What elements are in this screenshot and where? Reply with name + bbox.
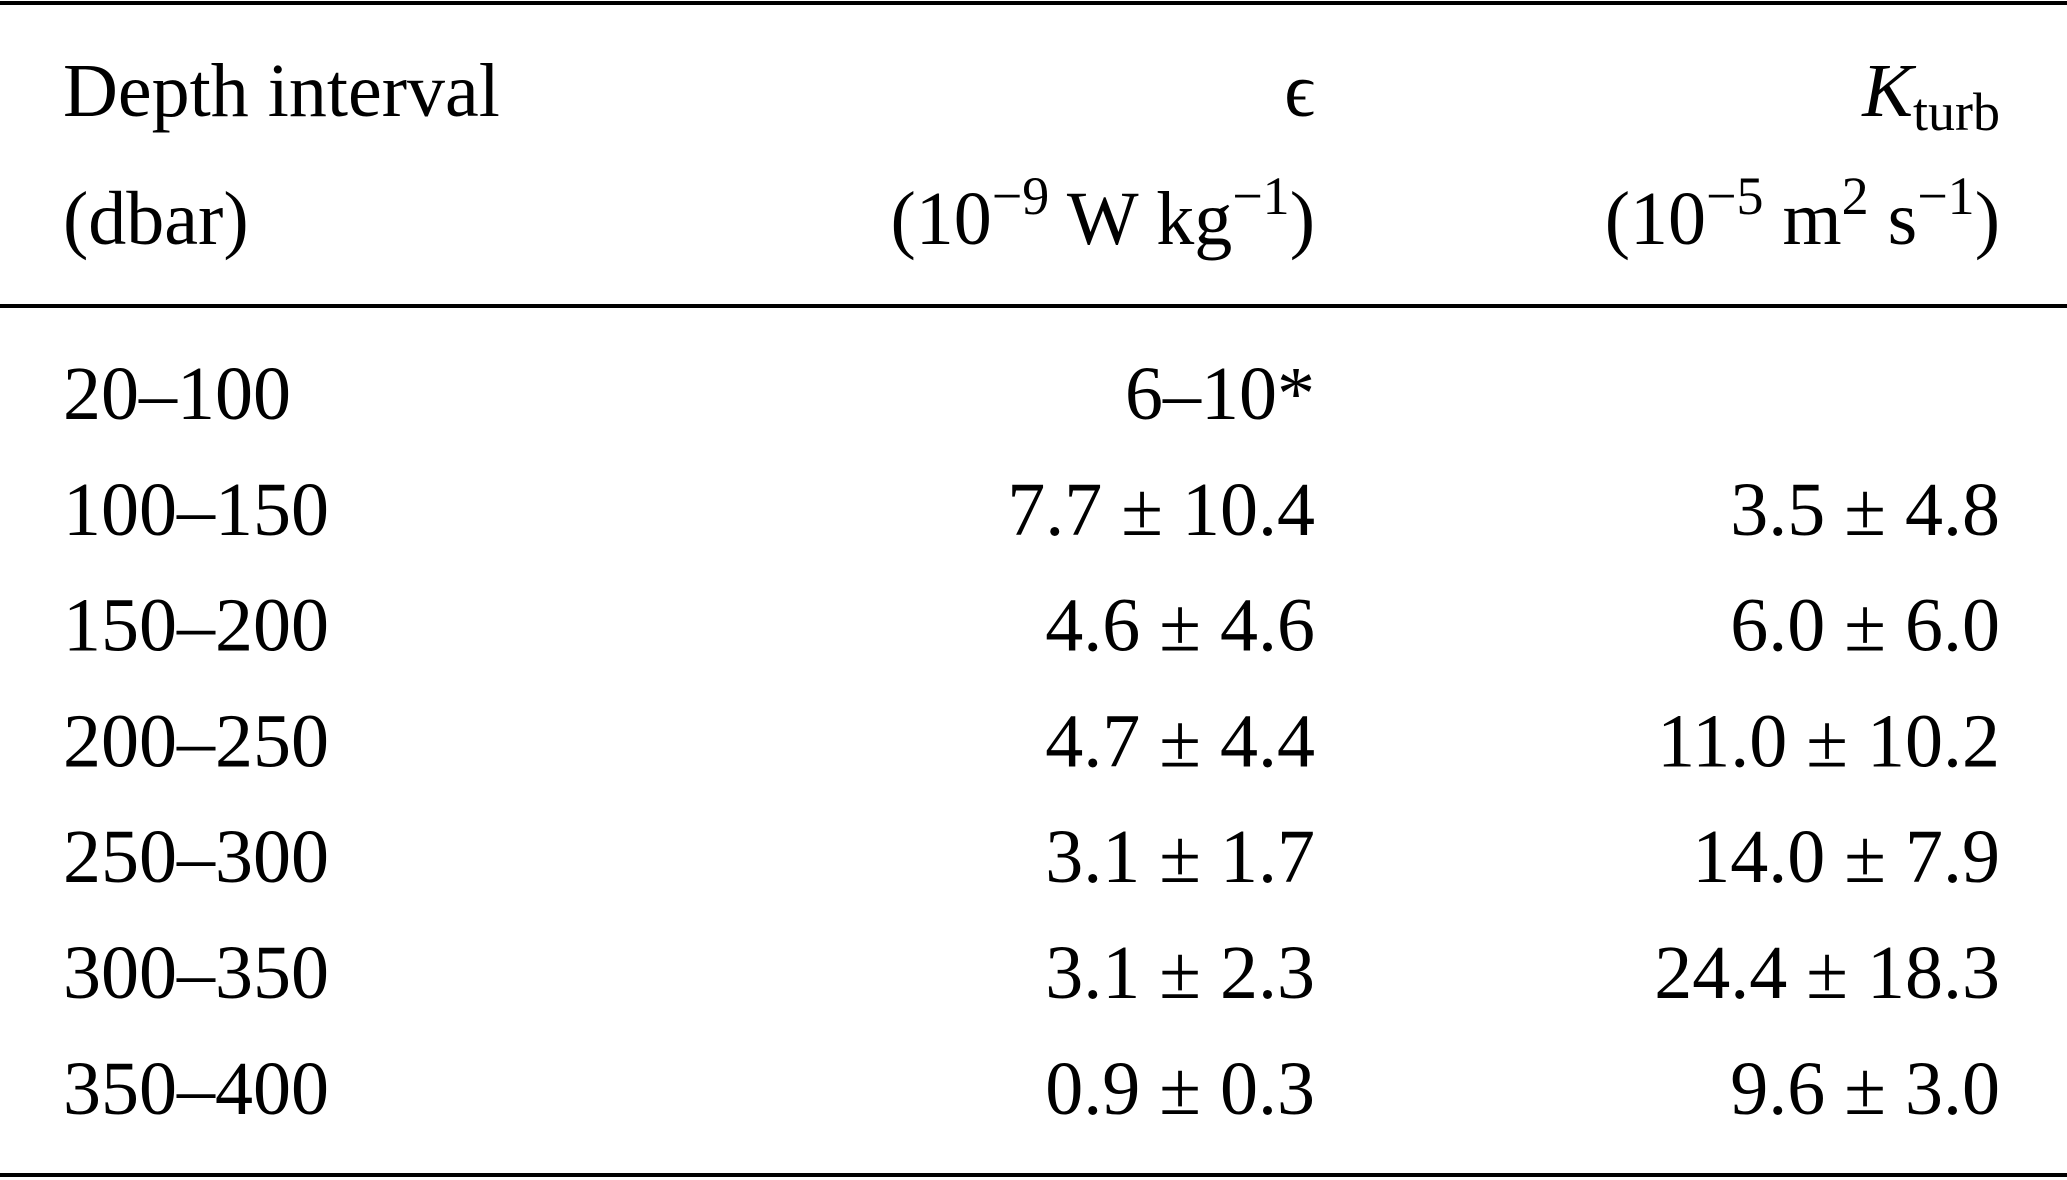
text-segment: −5 xyxy=(1706,166,1763,226)
text-segment: (10 xyxy=(1605,177,1706,261)
cell: 7.7 ± 10.4 xyxy=(1007,468,1315,552)
cell: 300–350 xyxy=(63,931,329,1015)
cell: 20–100 xyxy=(63,352,291,436)
text-segment: m xyxy=(1764,177,1842,261)
cell: 3.1 ± 2.3 xyxy=(1045,931,1315,1015)
text-segment: −1 xyxy=(1232,166,1289,226)
text-segment: 2 xyxy=(1842,166,1869,226)
column-label: ϵ xyxy=(1284,49,1315,133)
cell: 0.9 ± 0.3 xyxy=(1045,1047,1315,1131)
cell: 3.5 ± 4.8 xyxy=(1730,468,2000,552)
cell: 9.6 ± 3.0 xyxy=(1730,1047,2000,1131)
text-segment: Depth interval xyxy=(63,49,500,133)
text-segment: ) xyxy=(1290,177,1315,261)
cell: 250–300 xyxy=(63,815,329,899)
text-segment: (dbar) xyxy=(63,177,249,261)
column-unit: (10−5 m2 s−1) xyxy=(1605,166,2000,261)
text-segment: ϵ xyxy=(1284,49,1315,133)
cell: 100–150 xyxy=(63,468,329,552)
cell: 4.6 ± 4.6 xyxy=(1045,584,1315,668)
text-segment: −1 xyxy=(1917,166,1974,226)
text-segment: turb xyxy=(1913,82,2000,142)
cell: 11.0 ± 10.2 xyxy=(1657,699,2000,783)
text-segment: W kg xyxy=(1049,177,1232,261)
column-unit: (dbar) xyxy=(63,177,249,261)
cell: 3.1 ± 1.7 xyxy=(1045,815,1315,899)
text-segment: (10 xyxy=(890,177,991,261)
cell: 350–400 xyxy=(63,1047,329,1131)
cell: 14.0 ± 7.9 xyxy=(1692,815,2000,899)
text-segment: s xyxy=(1869,177,1918,261)
text-segment: −9 xyxy=(992,166,1049,226)
text-segment: K xyxy=(1861,49,1916,133)
column-label: Depth interval xyxy=(63,49,500,133)
cell: 4.7 ± 4.4 xyxy=(1045,699,1315,783)
column-unit: (10−9 W kg−1) xyxy=(890,166,1315,261)
cell: 200–250 xyxy=(63,699,329,783)
text-segment: ) xyxy=(1975,177,2000,261)
cell: 150–200 xyxy=(63,584,329,668)
column-label: Kturb xyxy=(1861,49,2000,142)
cell: 24.4 ± 18.3 xyxy=(1654,931,2000,1015)
cell: 6.0 ± 6.0 xyxy=(1730,584,2000,668)
cell: 6–10* xyxy=(1125,352,1315,436)
